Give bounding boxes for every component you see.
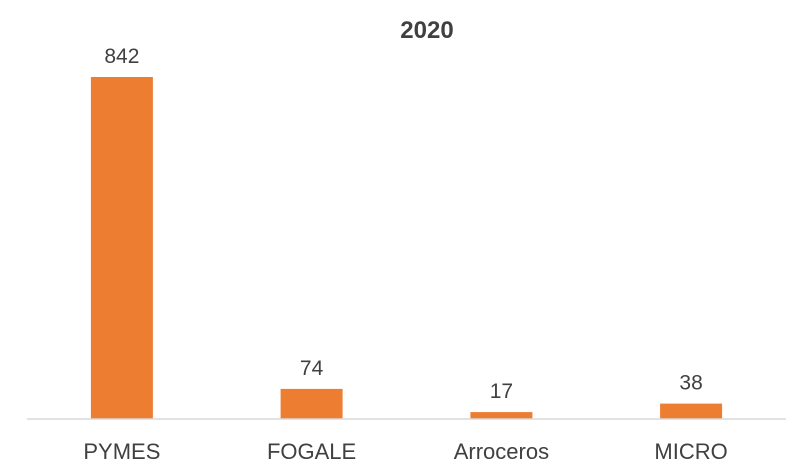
bar-micro: [660, 403, 723, 419]
data-label-arroceros: 17: [490, 380, 513, 403]
bar-pymes: [90, 77, 153, 419]
bar-fogale: [280, 388, 343, 419]
x-tick-label-pymes: PYMES: [83, 439, 160, 464]
bar-arroceros: [470, 412, 533, 419]
x-tick-label-arroceros: Arroceros: [454, 439, 549, 464]
bars-group: [90, 77, 723, 419]
data-label-pymes: 842: [104, 45, 139, 68]
x-tick-labels-group: PYMES FOGALE Arroceros MICRO: [83, 439, 727, 464]
x-tick-label-fogale: FOGALE: [267, 439, 356, 464]
chart-title: 2020: [400, 17, 453, 44]
data-label-fogale: 74: [300, 357, 324, 380]
x-tick-label-micro: MICRO: [654, 439, 727, 464]
data-label-micro: 38: [679, 372, 702, 395]
data-labels-group: 842 74 17 38: [104, 45, 702, 403]
